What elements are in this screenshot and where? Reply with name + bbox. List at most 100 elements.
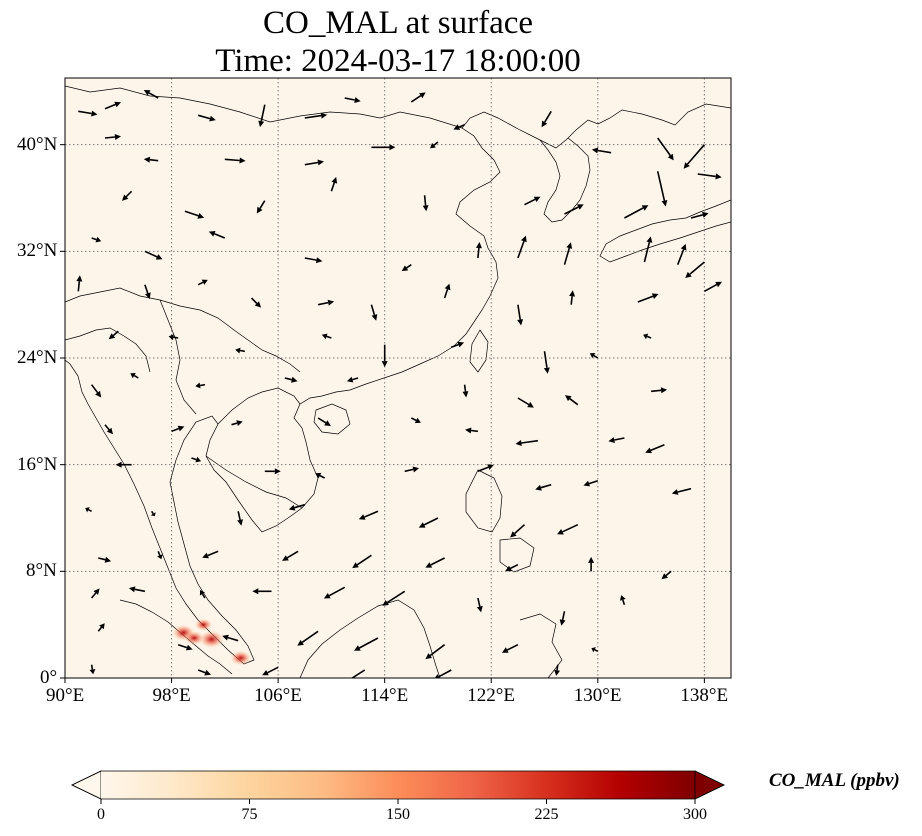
wind-arrow [90, 384, 102, 398]
colorbar-tick-label: 150 [386, 806, 410, 823]
wind-arrow [171, 425, 185, 433]
wind-arrow [451, 341, 465, 349]
wind-arrow [197, 669, 211, 676]
wind-arrow [144, 284, 151, 300]
wind-arrow [563, 242, 573, 265]
wind-arrow [515, 439, 539, 446]
wind-arrow [676, 243, 687, 265]
wind-arrow [510, 524, 526, 538]
lon-tick-label: 106°E [254, 685, 302, 706]
colorbar-tick-label: 300 [683, 806, 707, 823]
wind-arrow [358, 510, 379, 520]
wind-arrow [524, 196, 541, 206]
wind-arrow [122, 190, 133, 201]
wind-arrow [104, 101, 121, 110]
wind-arrow [661, 570, 672, 580]
wind-arrow [477, 464, 494, 473]
wind-arrow [282, 550, 299, 561]
wind-arrow [76, 275, 83, 292]
wind-arrow [462, 384, 469, 398]
wind-arrow [202, 550, 219, 559]
colorbar-extend-max [694, 770, 725, 800]
colorbar-tick-label: 0 [97, 806, 105, 823]
wind-arrow [199, 590, 206, 599]
co-hotspot [198, 630, 225, 649]
lat-tick-label: 8°N [26, 560, 57, 582]
wind-arrow [184, 210, 205, 219]
wind-arrow [98, 556, 112, 563]
wind-arrow [78, 110, 98, 117]
wind-arrow [656, 171, 668, 207]
wind-arrow [354, 637, 379, 651]
wind-arrow [91, 236, 102, 243]
wind-vector-field [76, 90, 722, 678]
colorbar-extend-min [71, 770, 102, 800]
wind-arrow [297, 630, 319, 646]
wind-arrow [425, 644, 446, 660]
wind-arrow [177, 643, 193, 651]
lon-tick-label: 138°E [680, 685, 729, 706]
lon-tick-label: 90°E [46, 685, 85, 706]
wind-arrow [565, 395, 579, 406]
wind-arrow [237, 511, 243, 526]
wind-arrow [381, 344, 388, 368]
wind-arrow [453, 123, 465, 130]
colorbar-label: CO_MAL (ppbv) [769, 770, 900, 791]
wind-arrow [262, 666, 279, 676]
wind-arrow [317, 417, 331, 426]
wind-arrow [344, 97, 361, 103]
wind-arrow [130, 373, 139, 379]
wind-arrow [304, 257, 323, 264]
wind-arrow [651, 387, 668, 394]
lat-tick-label: 40°N [17, 133, 58, 155]
plot-subtitle-time: Time: 2024-03-17 18:00:00 [215, 43, 581, 79]
lat-tick-label: 0° [40, 667, 58, 688]
wind-arrow [144, 250, 163, 260]
border-tibet [65, 287, 301, 373]
wind-arrow [85, 507, 92, 513]
wind-arrow [222, 634, 239, 642]
wind-arrow [382, 590, 406, 606]
map-gridlines [65, 78, 731, 678]
wind-arrow [108, 330, 119, 340]
wind-arrow [657, 137, 674, 161]
wind-arrow [517, 304, 524, 326]
wind-arrow [304, 159, 324, 166]
wind-arrow [671, 487, 692, 495]
wind-arrow [143, 156, 159, 163]
plot-title: CO_MAL at surface [262, 5, 534, 41]
co-hotspot [230, 650, 252, 666]
wind-arrow [323, 586, 346, 599]
wind-arrow [89, 664, 96, 675]
wind-arrow [690, 211, 709, 219]
wind-arrow [197, 114, 216, 122]
colorbar-tick-label: 225 [534, 806, 559, 823]
wind-arrow [250, 297, 262, 308]
wind-arrow [350, 669, 366, 678]
coastline-japan [599, 199, 731, 263]
wind-arrow [370, 304, 378, 321]
coastline-hainan [313, 403, 351, 435]
wind-arrow [475, 242, 482, 259]
wind-arrow [256, 200, 266, 214]
wind-arrow [443, 283, 451, 299]
wind-arrow [645, 443, 665, 454]
wind-arrow [235, 347, 245, 354]
wind-arrow [197, 279, 208, 286]
wind-arrow [643, 333, 652, 340]
wind-arrow [115, 461, 132, 468]
lon-tick-label: 130°E [573, 685, 622, 706]
longitude-ticks [64, 678, 705, 683]
wind-arrow [425, 557, 445, 568]
wind-arrow [346, 376, 359, 383]
wind-arrow [330, 176, 338, 192]
wind-arrow [543, 351, 550, 374]
map-frame [64, 77, 732, 679]
wind-arrow [554, 664, 560, 676]
wind-arrow [569, 290, 576, 305]
wind-arrow [352, 554, 372, 569]
latitude-ticks [60, 144, 65, 679]
wind-arrow [150, 510, 156, 517]
wind-arrow [476, 597, 483, 613]
